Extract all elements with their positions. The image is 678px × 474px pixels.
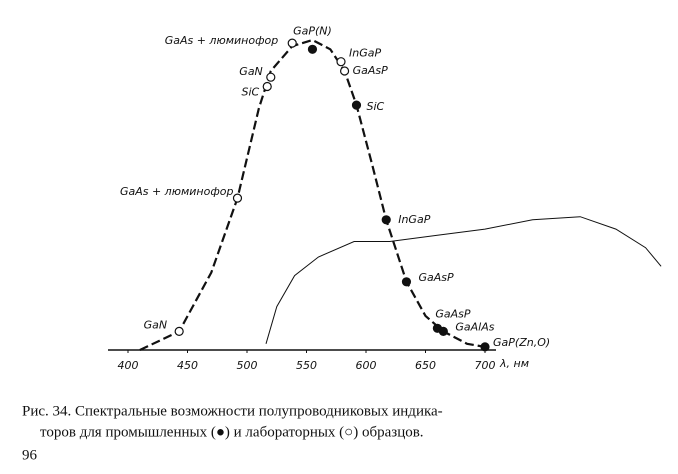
page-number: 96 xyxy=(22,447,38,463)
data-point xyxy=(266,72,276,82)
point-label: SiC xyxy=(366,100,384,113)
x-tick-label: 450 xyxy=(177,359,198,372)
point-label: GaN xyxy=(239,65,263,78)
point-label: GaP(N) xyxy=(293,24,332,37)
data-point xyxy=(401,277,412,287)
data-point xyxy=(480,342,490,352)
data-point xyxy=(336,57,346,67)
data-point xyxy=(287,38,297,48)
data-point xyxy=(351,100,362,110)
x-tick-label: 500 xyxy=(237,359,258,372)
point-label: GaAsP xyxy=(418,271,454,284)
point-label: SiC xyxy=(241,86,259,99)
point-label: GaAs + люминофор xyxy=(165,34,279,47)
x-tick-label: 400 xyxy=(118,359,139,372)
data-point xyxy=(232,193,243,203)
point-label: GaP(Zn,O) xyxy=(493,336,550,349)
data-point xyxy=(307,44,318,54)
x-tick-label: 650 xyxy=(415,359,436,372)
data-point xyxy=(381,215,391,225)
reference-curve xyxy=(265,216,662,344)
x-axis-label: λ, нм xyxy=(499,357,529,370)
point-label: InGaP xyxy=(349,47,381,60)
point-label: GaAlAs xyxy=(455,320,494,333)
data-point xyxy=(339,66,350,76)
caption-line: Рис. 34. Спектральные возможности полупр… xyxy=(22,403,443,419)
x-tick-label: 550 xyxy=(296,359,317,372)
data-point xyxy=(438,326,448,336)
point-label: InGaP xyxy=(398,213,430,226)
point-label: GaAs + люминофор xyxy=(120,185,234,198)
point-label: GaN xyxy=(144,318,168,331)
point-label: GaAsP xyxy=(353,64,389,77)
point-label: GaAsP xyxy=(435,307,471,320)
x-tick-label: 600 xyxy=(356,359,377,372)
x-tick-label: 700 xyxy=(475,359,496,372)
data-point xyxy=(262,81,272,92)
data-point xyxy=(174,326,184,336)
caption-line: торов для промышленных (●) и лабораторны… xyxy=(40,424,424,440)
